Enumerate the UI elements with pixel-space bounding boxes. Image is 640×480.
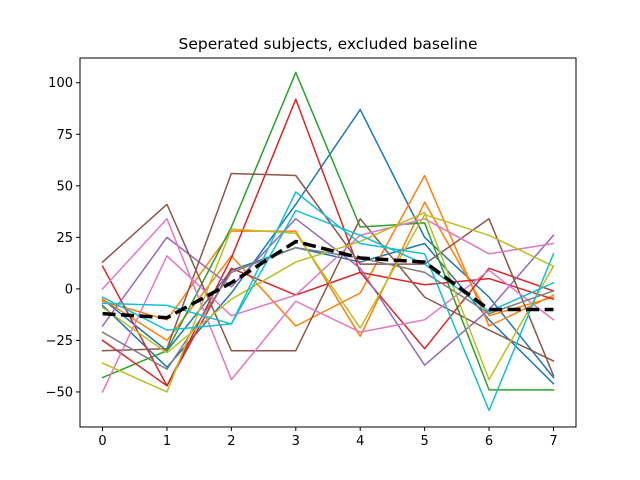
series-line-9	[101, 203, 555, 363]
y-tick-label: 25	[56, 231, 73, 246]
axes-frame	[79, 57, 577, 428]
x-tick-label: 6	[485, 434, 493, 449]
series-line-1	[101, 108, 555, 379]
series-line-10	[101, 172, 555, 377]
series-line-12	[101, 218, 555, 393]
y-tick-label: −25	[46, 334, 73, 349]
y-tick-label: −50	[46, 385, 73, 400]
axes: 0 1 2 3 4 5 6 7 −50 −25 0 25 50 75 100	[46, 57, 577, 449]
x-tick-label: 3	[292, 434, 300, 449]
x-tick-label: 4	[356, 434, 364, 449]
x-tick-label: 5	[420, 434, 428, 449]
series-line-5	[101, 71, 555, 391]
mean-series-line	[102, 239, 554, 320]
x-tick-label: 2	[227, 434, 235, 449]
x-tick-label: 1	[163, 434, 171, 449]
y-tick-label: 75	[56, 128, 73, 143]
plot-area	[101, 71, 555, 412]
chart-title: Seperated subjects, excluded baseline	[179, 35, 478, 53]
y-tick-label: 100	[48, 76, 73, 91]
x-tick-label: 7	[549, 434, 557, 449]
series-line-11	[101, 218, 555, 381]
series-line-16	[101, 191, 555, 412]
x-tick-label: 0	[98, 434, 106, 449]
y-tick-label: 50	[56, 179, 73, 194]
series-line-14	[101, 213, 555, 393]
series-line-13	[101, 246, 555, 371]
series-line-15	[101, 211, 555, 381]
y-tick-label: 0	[65, 282, 73, 297]
